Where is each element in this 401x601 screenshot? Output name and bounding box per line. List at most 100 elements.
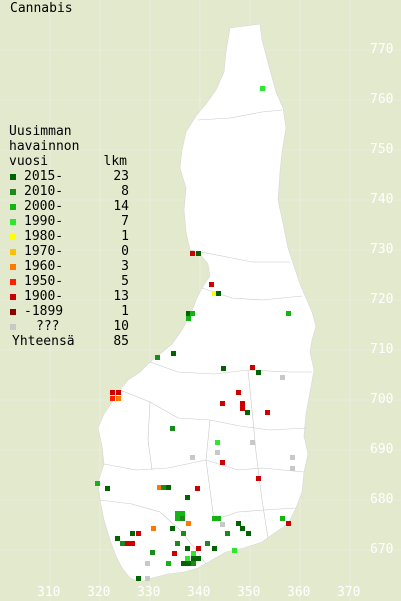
legend-swatch bbox=[10, 204, 16, 210]
observation-square bbox=[170, 426, 175, 431]
observation-square bbox=[166, 561, 171, 566]
observation-square bbox=[185, 546, 190, 551]
y-tick-750: 750 bbox=[370, 142, 394, 157]
y-tick-720: 720 bbox=[370, 292, 394, 307]
x-tick-330: 330 bbox=[137, 585, 161, 600]
legend-swatch bbox=[10, 234, 16, 240]
y-tick-710: 710 bbox=[370, 342, 394, 357]
observation-square bbox=[172, 551, 177, 556]
observation-square bbox=[240, 406, 245, 411]
observation-square bbox=[195, 486, 200, 491]
observation-square bbox=[116, 396, 121, 401]
observation-square bbox=[105, 486, 110, 491]
legend-swatch bbox=[10, 324, 16, 330]
observation-square bbox=[215, 440, 220, 445]
legend-count: 5 bbox=[121, 274, 129, 289]
legend-row: 1900- 13 bbox=[9, 289, 129, 304]
legend-count-header: lkm bbox=[103, 154, 127, 169]
legend-rows: 2015- 23 2010- 8 2000- 14 1990- 7 1980- 1 1970- 0 19… bbox=[9, 169, 129, 334]
legend-swatch bbox=[10, 309, 16, 315]
legend-count: 14 bbox=[113, 199, 129, 214]
legend-row: 1960- 3 bbox=[9, 259, 129, 274]
observation-square bbox=[221, 366, 226, 371]
legend-row: 1970- 0 bbox=[9, 244, 129, 259]
observation-square bbox=[216, 516, 221, 521]
observation-square bbox=[185, 556, 190, 561]
legend-row: 1950- 5 bbox=[9, 274, 129, 289]
x-tick-370: 370 bbox=[337, 585, 361, 600]
legend-swatch bbox=[10, 189, 16, 195]
observation-square bbox=[125, 541, 130, 546]
observation-square bbox=[190, 251, 195, 256]
observation-square bbox=[196, 556, 201, 561]
observation-square bbox=[240, 401, 245, 406]
observation-square bbox=[256, 370, 261, 375]
observation-square bbox=[216, 291, 221, 296]
observation-square bbox=[196, 546, 201, 551]
x-tick-360: 360 bbox=[287, 585, 311, 600]
observation-square bbox=[175, 541, 180, 546]
legend: Uusimman havainnon vuosi lkm 2015- 23 2010… bbox=[9, 124, 129, 349]
observation-square bbox=[250, 365, 255, 370]
observation-square bbox=[236, 521, 241, 526]
legend-row: 2000- 14 bbox=[9, 199, 129, 214]
legend-count: 0 bbox=[121, 244, 129, 259]
legend-count: 1 bbox=[121, 304, 129, 319]
observation-square bbox=[191, 551, 196, 556]
legend-heading-row: vuosi lkm bbox=[9, 154, 129, 169]
y-tick-680: 680 bbox=[370, 492, 394, 507]
observation-square bbox=[120, 541, 125, 546]
observation-square bbox=[175, 511, 180, 516]
observation-square bbox=[205, 541, 210, 546]
observation-square bbox=[110, 396, 115, 401]
observation-square bbox=[245, 410, 250, 415]
y-tick-670: 670 bbox=[370, 542, 394, 557]
observation-square bbox=[220, 522, 225, 527]
observation-square bbox=[212, 546, 217, 551]
legend-label: 2010- bbox=[24, 184, 64, 199]
legend-count: 3 bbox=[121, 259, 129, 274]
observation-square bbox=[130, 541, 135, 546]
legend-swatch bbox=[10, 249, 16, 255]
observation-square bbox=[290, 466, 295, 471]
legend-swatch bbox=[10, 174, 16, 180]
legend-swatch bbox=[10, 219, 16, 225]
observation-square bbox=[256, 476, 261, 481]
observation-square bbox=[236, 390, 241, 395]
legend-label: 2000- bbox=[24, 199, 64, 214]
legend-swatch bbox=[10, 264, 16, 270]
observation-square bbox=[290, 455, 295, 460]
legend-count: 1 bbox=[121, 229, 129, 244]
observation-square bbox=[246, 531, 251, 536]
legend-count: 7 bbox=[121, 214, 129, 229]
observation-square bbox=[280, 516, 285, 521]
observation-square bbox=[171, 351, 176, 356]
observation-square bbox=[250, 440, 255, 445]
x-tick-350: 350 bbox=[237, 585, 261, 600]
observation-square bbox=[155, 355, 160, 360]
observation-square bbox=[186, 316, 191, 321]
legend-label: 1970- bbox=[24, 244, 64, 259]
observation-square bbox=[115, 536, 120, 541]
observation-square bbox=[130, 531, 135, 536]
observation-square bbox=[220, 460, 225, 465]
observation-square bbox=[260, 86, 265, 91]
observation-square bbox=[196, 251, 201, 256]
observation-square bbox=[286, 521, 291, 526]
y-tick-740: 740 bbox=[370, 192, 394, 207]
legend-label: -1899 bbox=[24, 304, 64, 319]
observation-square bbox=[186, 561, 191, 566]
observation-square bbox=[286, 311, 291, 316]
observation-square bbox=[157, 485, 162, 490]
observation-square bbox=[136, 576, 141, 581]
observation-square bbox=[145, 576, 150, 581]
observation-square bbox=[215, 450, 220, 455]
observation-square bbox=[186, 521, 191, 526]
legend-label: 1980- bbox=[24, 229, 64, 244]
observation-square bbox=[180, 511, 185, 516]
legend-count: 13 bbox=[113, 289, 129, 304]
y-tick-760: 760 bbox=[370, 92, 394, 107]
legend-count: 23 bbox=[113, 169, 129, 184]
observation-square bbox=[150, 550, 155, 555]
